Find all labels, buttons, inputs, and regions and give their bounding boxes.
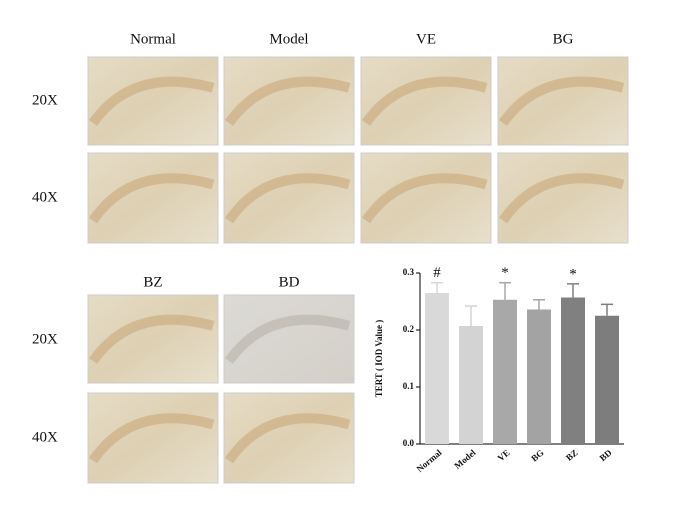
bar	[493, 299, 517, 444]
error-bar	[567, 283, 579, 298]
error-bar	[533, 299, 545, 310]
tissue-band	[361, 76, 488, 126]
tissue-band	[88, 76, 215, 126]
error-bar	[431, 281, 443, 293]
bar	[459, 326, 483, 444]
y-tick-label: 0.1	[403, 381, 415, 391]
tissue-band	[361, 173, 488, 224]
y-tick-label: 0.3	[403, 267, 415, 277]
tissue-band	[498, 76, 625, 126]
column-label: Normal	[130, 31, 176, 47]
bar	[527, 309, 551, 444]
error-bar	[465, 305, 477, 327]
x-tick-label: VE	[496, 447, 512, 463]
row-label: 20X	[32, 331, 58, 347]
row-label: 40X	[32, 429, 58, 445]
row-label: 40X	[32, 189, 58, 205]
y-tick-label: 0.0	[403, 438, 415, 448]
tissue-band	[224, 314, 351, 364]
column-label: BG	[553, 31, 574, 47]
column-label: Model	[269, 31, 308, 47]
error-bar	[601, 303, 613, 316]
significance-mark: *	[501, 265, 509, 281]
bar	[561, 297, 585, 444]
tissue-band	[88, 413, 215, 464]
error-bar	[499, 281, 511, 300]
column-label: BZ	[143, 274, 162, 290]
y-axis-title: TERT ( IOD Value )	[374, 320, 384, 398]
tissue-band	[498, 173, 625, 224]
row-label: 20X	[32, 92, 58, 108]
tissue-band	[88, 314, 215, 364]
tissue-band	[224, 76, 351, 126]
x-tick-label: BZ	[564, 447, 580, 462]
bar	[595, 315, 619, 444]
tissue-band	[224, 173, 351, 224]
significance-mark: #	[433, 265, 441, 281]
column-label: BD	[279, 274, 300, 290]
tissue-band	[224, 413, 351, 464]
significance-mark: *	[569, 266, 577, 282]
column-label: VE	[416, 31, 436, 47]
x-tick-label: Normal	[415, 447, 444, 474]
x-tick-label: BD	[598, 447, 614, 463]
tissue-band	[88, 173, 215, 224]
bar	[425, 292, 449, 444]
x-tick-label: BG	[529, 447, 545, 463]
y-tick-label: 0.2	[403, 324, 415, 334]
x-tick-label: Model	[452, 447, 478, 471]
